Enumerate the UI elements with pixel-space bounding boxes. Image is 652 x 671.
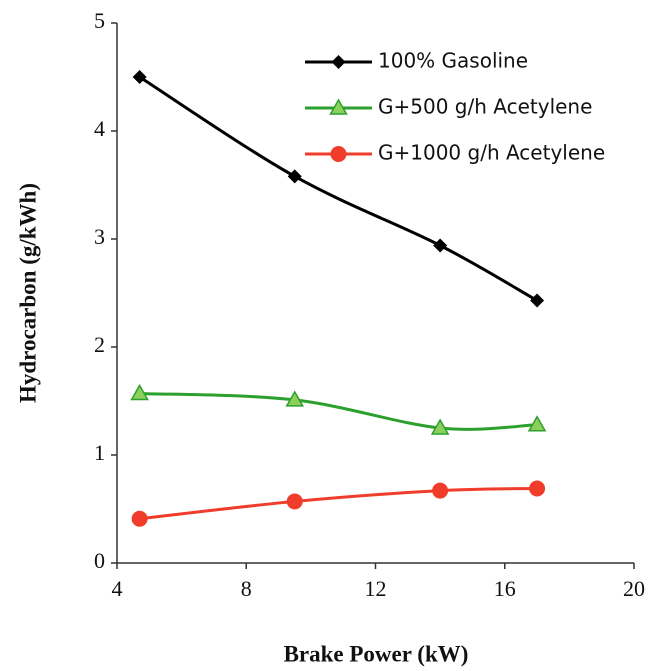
x-tick-label: 8 (241, 576, 252, 601)
marker (430, 418, 450, 435)
marker (527, 415, 547, 432)
x-tick-label: 12 (365, 576, 387, 601)
y-tick-label: 3 (94, 224, 105, 249)
y-tick-label: 1 (94, 440, 105, 465)
x-tick-label: 20 (623, 576, 645, 601)
series-line (138, 75, 538, 302)
marker (130, 383, 149, 401)
y-tick-label: 2 (94, 332, 105, 357)
y-tick-label: 4 (94, 116, 105, 141)
marker (132, 70, 147, 84)
legend-label: G+500 g/h Acetylene (378, 95, 592, 119)
marker (286, 493, 303, 510)
series-line (139, 486, 538, 521)
marker (530, 293, 545, 308)
legend-label: G+1000 g/h Acetylene (378, 141, 605, 165)
marker (329, 98, 348, 115)
marker (432, 482, 449, 499)
marker (131, 510, 148, 527)
series-line (139, 391, 538, 431)
x-axis-label: Brake Power (kW) (284, 641, 469, 666)
y-tick-label: 5 (94, 8, 105, 33)
marker (433, 238, 448, 253)
x-tick-label: 4 (112, 576, 123, 601)
marker (330, 146, 347, 162)
y-axis-label: Hydrocarbon (g/kWh) (15, 183, 40, 403)
marker (529, 480, 546, 497)
marker (287, 169, 302, 184)
marker (331, 55, 346, 69)
legend-label: 100% Gasoline (378, 49, 528, 73)
y-tick-label: 0 (94, 548, 105, 573)
marker (285, 390, 305, 407)
x-tick-label: 16 (494, 576, 516, 601)
